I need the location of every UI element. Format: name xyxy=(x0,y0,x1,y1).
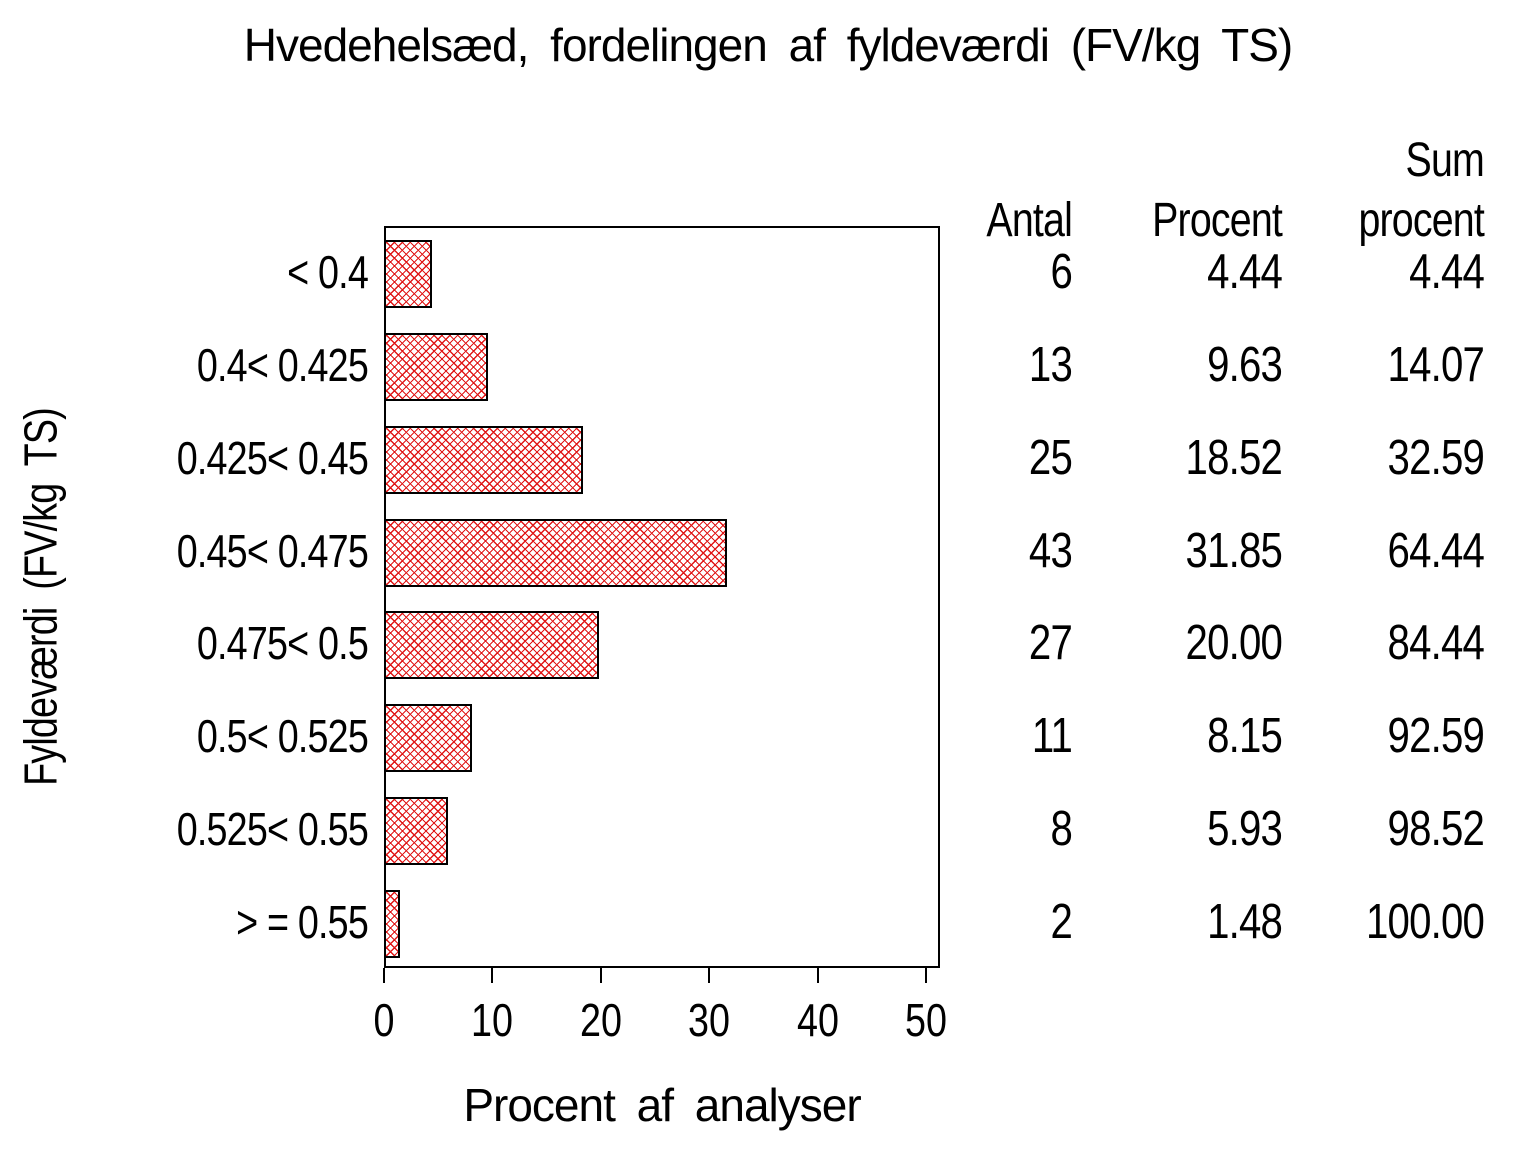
table-cell: 13 xyxy=(1028,338,1073,393)
bar-< 0.4 xyxy=(384,240,432,309)
table-cell: 18.52 xyxy=(1185,430,1283,485)
table-header-cell xyxy=(972,131,1072,191)
x-axis-tick-labels: 0 10 20 30 40 50 xyxy=(374,992,947,1048)
bar-slot xyxy=(384,599,938,692)
table-row: 11 8.15 92.59 xyxy=(950,706,1485,766)
frequency-table-rows: 6 4.44 4.44 13 9.63 14.07 25 18.52 32.59 43 31.85 6… xyxy=(950,226,1485,968)
table-row: 2 1.48 100.00 xyxy=(950,892,1484,952)
bar-0.5< 0.525 xyxy=(384,704,472,773)
x-tick-mark xyxy=(816,968,819,983)
table-cell: 8.15 xyxy=(1207,709,1283,764)
table-cell: 5.93 xyxy=(1207,801,1283,856)
bar-> = 0.55 xyxy=(384,889,400,958)
y-category-label: > = 0.55 xyxy=(236,895,369,948)
table-header-line: Sum xyxy=(950,131,1485,191)
bar-slot xyxy=(384,785,938,878)
x-tick-label: 10 xyxy=(471,994,514,1046)
x-tick-mark xyxy=(491,968,494,983)
y-category-label: 0.45< 0.475 xyxy=(176,524,369,577)
bar-0.475< 0.5 xyxy=(384,611,600,680)
table-cell: 4.44 xyxy=(1409,245,1485,300)
table-cell: 6 xyxy=(1050,245,1072,300)
bar-slot xyxy=(384,414,938,507)
x-axis-ticks xyxy=(383,968,940,984)
table-cell: 4.44 xyxy=(1207,245,1283,300)
table-cell: 9.63 xyxy=(1207,338,1283,393)
y-category-label: 0.4< 0.425 xyxy=(196,339,369,392)
table-row: 13 9.63 14.07 xyxy=(950,335,1485,395)
x-tick-mark xyxy=(383,968,385,983)
x-tick-label: 40 xyxy=(796,994,839,1046)
y-category-label: 0.475< 0.5 xyxy=(196,617,369,670)
table-cell: 31.85 xyxy=(1185,523,1283,578)
bar-0.45< 0.475 xyxy=(384,518,727,587)
table-cell: 25 xyxy=(1028,430,1073,485)
table-cell: 64.44 xyxy=(1387,523,1485,578)
table-cell: 43 xyxy=(1028,523,1073,578)
table-row: 27 20.00 84.44 xyxy=(950,613,1485,673)
table-header-cell: Procent xyxy=(1152,194,1283,247)
table-header-line: Antal Procent procent xyxy=(950,191,1484,251)
table-cell: 11 xyxy=(1031,709,1073,764)
table-cell: 92.59 xyxy=(1387,709,1485,764)
table-row: 25 18.52 32.59 xyxy=(950,428,1485,488)
x-tick-mark xyxy=(924,968,927,983)
x-tick-label: 50 xyxy=(904,994,947,1046)
x-tick-mark xyxy=(708,968,711,983)
table-header-cell: procent xyxy=(1358,194,1484,247)
bar-0.4< 0.425 xyxy=(384,333,488,402)
chart-title: Hvedehelsæd, fordelingen af fyldeværdi (… xyxy=(243,19,1293,71)
x-tick-label: 20 xyxy=(579,994,622,1046)
y-category-label: 0.5< 0.525 xyxy=(196,710,369,763)
y-category-label: < 0.4 xyxy=(287,246,369,299)
y-category-label: 0.525< 0.55 xyxy=(176,802,369,855)
table-cell: 2 xyxy=(1050,894,1072,949)
bar-slot xyxy=(384,506,938,599)
table-cell: 14.07 xyxy=(1387,338,1485,393)
table-cell: 8 xyxy=(1050,801,1072,856)
bar-slot xyxy=(384,877,938,970)
table-cell: 27 xyxy=(1028,616,1073,671)
bar-slot xyxy=(384,692,938,785)
y-category-labels: < 0.4 0.4< 0.425 0.425< 0.45 0.45< 0.475 0.4… xyxy=(0,226,369,968)
table-cell: 32.59 xyxy=(1387,430,1485,485)
table-header-cell: Sum xyxy=(1405,134,1485,187)
bar-0.525< 0.55 xyxy=(384,796,448,865)
frequency-table-header: Sum Antal Procent procent xyxy=(950,131,1484,251)
x-tick-label: 30 xyxy=(688,994,731,1046)
table-header-cell: Antal xyxy=(986,194,1072,247)
x-axis-title: Procent af analyser xyxy=(463,1079,861,1131)
y-category-label: 0.425< 0.45 xyxy=(176,431,369,484)
x-tick-mark xyxy=(599,968,602,983)
table-row: 43 31.85 64.44 xyxy=(950,521,1485,581)
table-row: 8 5.93 98.52 xyxy=(950,799,1484,859)
table-cell: 1.48 xyxy=(1207,894,1283,949)
table-cell: 98.52 xyxy=(1387,801,1485,856)
plot-area xyxy=(384,226,940,968)
bar-slot xyxy=(384,228,938,321)
table-cell: 84.44 xyxy=(1387,616,1485,671)
bar-slot xyxy=(384,321,938,414)
table-header-cell xyxy=(1110,131,1282,191)
table-row: 6 4.44 4.44 xyxy=(950,242,1484,302)
table-cell: 100.00 xyxy=(1366,894,1485,949)
table-cell: 20.00 xyxy=(1185,616,1283,671)
x-tick-label: 0 xyxy=(373,994,395,1046)
bar-0.425< 0.45 xyxy=(384,425,584,494)
